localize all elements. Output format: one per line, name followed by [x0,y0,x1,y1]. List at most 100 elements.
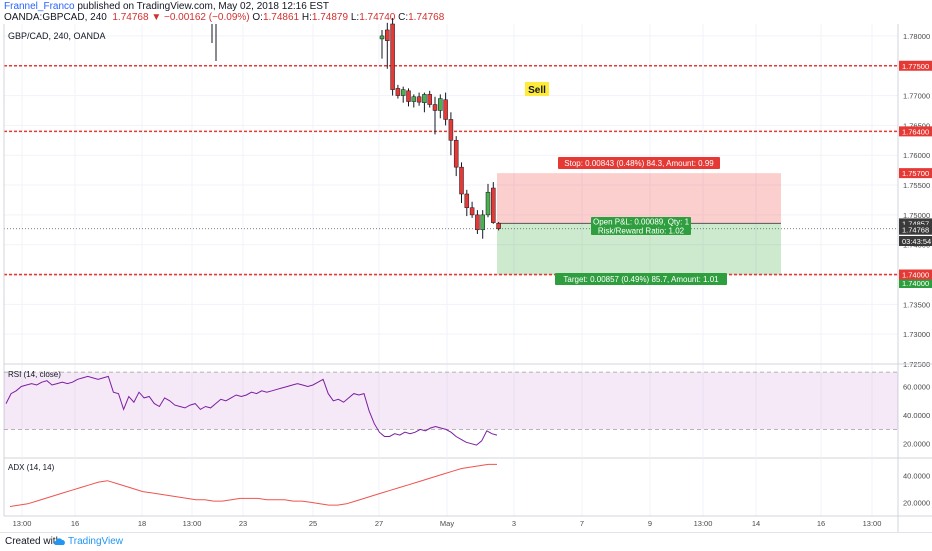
footer-bar: Created with TradingView [0,532,932,551]
candle-body [411,96,417,102]
tradingview-brand[interactable]: TradingView [68,536,124,547]
price-axis-tick: 1.76500 [903,121,930,130]
price-axis-tick: 1.73000 [903,330,930,339]
time-axis-tick: 27 [375,519,383,528]
change-arrow-icon: ▼ [151,12,162,23]
sell-annotation: Sell [525,82,549,96]
candle-body [459,166,464,195]
open-label: O: [252,12,263,23]
rsi-axis-tick: 60.0000 [903,382,930,391]
publish-line: Frannel_Franco published on TradingView.… [4,1,329,12]
symbol-label: OANDA:GBPCAD, 240 [4,12,107,23]
created-with-text: Created with [5,536,62,547]
candle-body [390,23,395,90]
candle-body [443,99,448,120]
candle-body [491,187,496,223]
time-axis-tick: 13:00 [183,519,202,528]
close-value: 1.74768 [408,12,445,23]
tradingview-cloud-icon[interactable] [53,534,67,548]
target-label-bg [555,273,727,285]
author-link[interactable]: Frannel_Franco [4,1,75,12]
candle-body [400,89,406,96]
time-axis-tick: 9 [648,519,652,528]
stop-label: Stop: 0.00843 (0.48%) 84.3, Amount: 0.99 [558,157,720,169]
level-axis-label: 1.77500 [902,62,929,71]
level-axis-label-bg [899,269,932,280]
rsi-axis-tick: 40.0000 [903,411,930,420]
time-axis-tick: 25 [309,519,317,528]
candle-body [427,94,432,105]
time-axis-tick: 16 [817,519,825,528]
time-axis-tick: 13:00 [13,519,32,528]
candle-body [469,207,475,216]
stop-label-text: Stop: 0.00843 (0.48%) 84.3, Amount: 0.99 [564,159,714,168]
candle-body [496,222,501,229]
price-axis-label-bg [899,218,932,229]
level-axis-label: 1.74000 [902,271,929,280]
pnl-label-text: Risk/Reward Ratio: 1.02 [598,227,685,236]
candle-body [432,104,438,111]
pane-title-main: GBP/CAD, 240, OANDA [8,31,106,41]
pane-title-adx: ADX (14, 14) [8,463,55,472]
candle-body [453,140,459,168]
pnl-label-text: Open P&L: 0.00089, Qty: 1 [593,218,690,227]
price-axis-tick: 1.75500 [903,181,930,190]
candle-body [422,94,427,103]
change-value: −0.00162 (−0.09%) [164,12,250,23]
time-axis-tick: 18 [138,519,146,528]
price-axis-tick: 1.77000 [903,92,930,101]
time-axis-tick: 13:00 [694,519,713,528]
chart-canvas[interactable]: 1.78000 1.77500 1.77000 1.76500 1.76000 1.755… [0,0,932,532]
symbol-ohlc-line: OANDA:GBPCAD, 240 1.74768 ▼ −0.00162 (−0… [4,12,444,23]
rsi-band [4,372,898,430]
high-value: 1.74879 [311,12,349,23]
level-axis-label-bg [899,126,932,137]
countdown-bg [899,236,932,246]
stop-zone [497,173,781,224]
stop-label-bg [558,157,720,169]
time-axis-tick: 3 [512,519,516,528]
target-label: Target: 0.00857 (0.49%) 85.7, Amount: 1.… [555,273,727,285]
candle-body [475,214,480,231]
candle-body [406,90,411,102]
rsi-line [5,375,498,446]
level-axis-label: 1.76400 [902,127,929,136]
rsi-axis-tick: 20.0000 [903,440,930,449]
adx-line [9,463,497,507]
price-axis-tick: 1.78000 [903,32,930,41]
candle-body [485,191,491,216]
candle-body [416,96,422,103]
candle-body [464,193,470,208]
price-axis-label: 1.74768 [902,226,929,235]
pane-title-rsi: RSI (14, close) [8,370,61,379]
time-axis-tick: 16 [71,519,79,528]
sell-annotation-bg [525,82,549,96]
price-axis-label: 1.75700 [902,169,929,178]
price-axis-label-bg [899,278,932,288]
adx-axis-tick: 20.0000 [903,498,930,507]
chart-header: Frannel_Franco published on TradingView.… [0,0,932,24]
high-label: H: [301,12,312,23]
open-value: 1.74861 [262,12,300,23]
candle-body [438,98,443,111]
target-label-text: Target: 0.00857 (0.49%) 85.7, Amount: 1.… [563,275,719,284]
candle-body [480,214,485,231]
time-axis-tick: 7 [580,519,584,528]
price-axis-tick: 1.73500 [903,300,930,309]
candle-body [379,35,385,40]
price-axis-label: 1.74000 [902,279,929,288]
level-axis-label-bg [899,60,932,71]
price-axis-label-bg [899,224,932,235]
time-axis-tick: 13:00 [863,519,882,528]
time-axis-tick: May [440,519,454,528]
pnl-label-bg [591,217,691,235]
price-axis-label-bg [899,168,932,179]
candle-body [448,119,454,141]
low-label: L: [350,12,360,23]
time-axis-tick: 23 [239,519,247,528]
sell-annotation-text: Sell [528,85,546,96]
candle-body [395,88,401,96]
countdown-label: 03:43:54 [902,237,931,246]
price-axis-tick: 1.75000 [903,211,930,220]
